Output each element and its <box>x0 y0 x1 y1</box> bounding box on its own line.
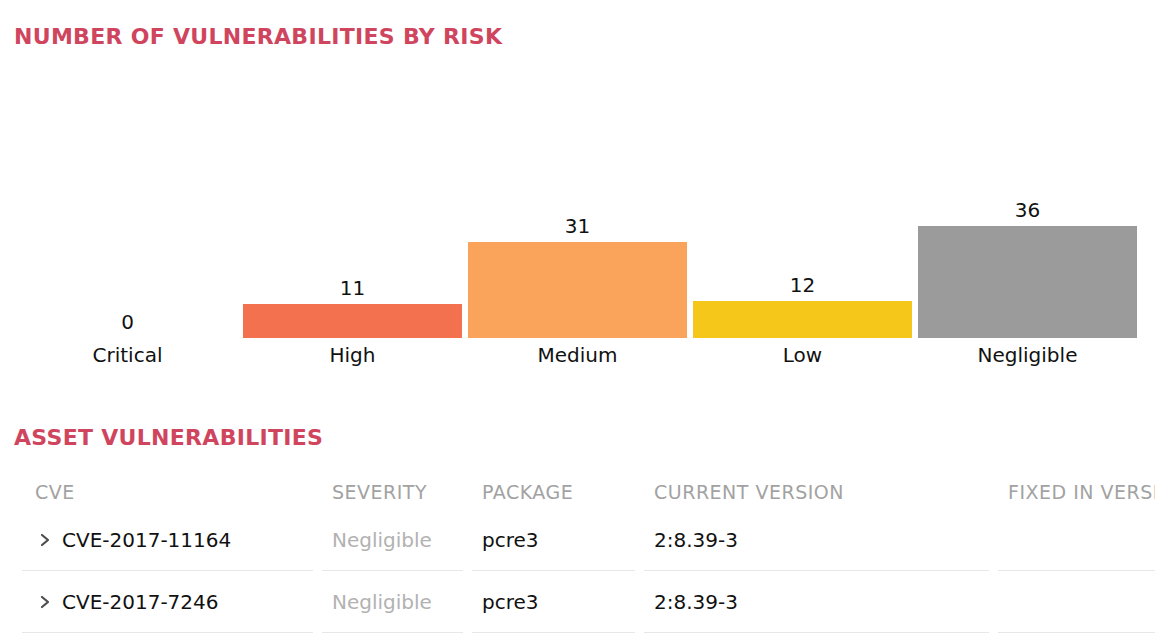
column-header-package: PACKAGE <box>472 481 635 503</box>
column-header-severity: SEVERITY <box>322 481 463 503</box>
bar-value-label: 12 <box>693 274 912 296</box>
bar-medium[interactable] <box>468 242 687 338</box>
table-row[interactable]: CVE-2017-7246 Negligible pcre3 2:8.39-3 <box>22 571 1155 633</box>
category-label-high: High <box>243 343 462 367</box>
bar-slot-critical: 0 <box>18 311 237 338</box>
vulnerabilities-by-risk-chart: 0 11 31 12 36 Critical High Medi <box>18 190 1137 367</box>
expand-chevron-icon[interactable] <box>39 531 51 549</box>
expand-chevron-icon[interactable] <box>39 593 51 611</box>
category-label-negligible: Negligible <box>918 343 1137 367</box>
cve-cell: CVE-2017-11164 <box>22 509 313 571</box>
bar-slot-low: 12 <box>693 274 912 338</box>
cve-id: CVE-2017-7246 <box>62 590 219 614</box>
cve-cell: CVE-2017-7246 <box>22 571 313 633</box>
category-label-critical: Critical <box>18 343 237 367</box>
column-header-current-version: CURRENT VERSION <box>644 481 989 503</box>
column-header-fixed-in-version: FIXED IN VERSION <box>998 481 1155 503</box>
asset-vulnerabilities-table: CVE SEVERITY PACKAGE CURRENT VERSION FIX… <box>22 475 1155 633</box>
table-section-title: ASSET VULNERABILITIES <box>14 425 323 450</box>
package-cell: pcre3 <box>472 509 635 571</box>
current-version-cell: 2:8.39-3 <box>644 509 989 571</box>
package-cell: pcre3 <box>472 571 635 633</box>
fixed-in-version-cell <box>998 571 1155 633</box>
chart-section-title: NUMBER OF VULNERABILITIES BY RISK <box>14 24 502 49</box>
bar-low[interactable] <box>693 301 912 338</box>
current-version-cell: 2:8.39-3 <box>644 571 989 633</box>
cve-id: CVE-2017-11164 <box>62 528 231 552</box>
bar-slot-medium: 31 <box>468 215 687 338</box>
bar-value-label: 11 <box>243 277 462 299</box>
bar-value-label: 31 <box>468 215 687 237</box>
chart-category-labels: Critical High Medium Low Negligible <box>18 343 1137 367</box>
bar-slot-negligible: 36 <box>918 199 1137 338</box>
bar-negligible[interactable] <box>918 226 1137 338</box>
bar-slot-high: 11 <box>243 277 462 338</box>
chart-bars: 0 11 31 12 36 <box>18 190 1137 338</box>
table-header-row: CVE SEVERITY PACKAGE CURRENT VERSION FIX… <box>22 475 1155 509</box>
category-label-medium: Medium <box>468 343 687 367</box>
category-label-low: Low <box>693 343 912 367</box>
table-row[interactable]: CVE-2017-11164 Negligible pcre3 2:8.39-3 <box>22 509 1155 571</box>
column-header-cve: CVE <box>22 481 313 503</box>
vulnerability-dashboard: NUMBER OF VULNERABILITIES BY RISK 0 11 3… <box>0 0 1155 633</box>
bar-value-label: 36 <box>918 199 1137 221</box>
bar-high[interactable] <box>243 304 462 338</box>
bar-value-label: 0 <box>18 311 237 333</box>
severity-cell: Negligible <box>322 571 463 633</box>
severity-cell: Negligible <box>322 509 463 571</box>
fixed-in-version-cell <box>998 509 1155 571</box>
